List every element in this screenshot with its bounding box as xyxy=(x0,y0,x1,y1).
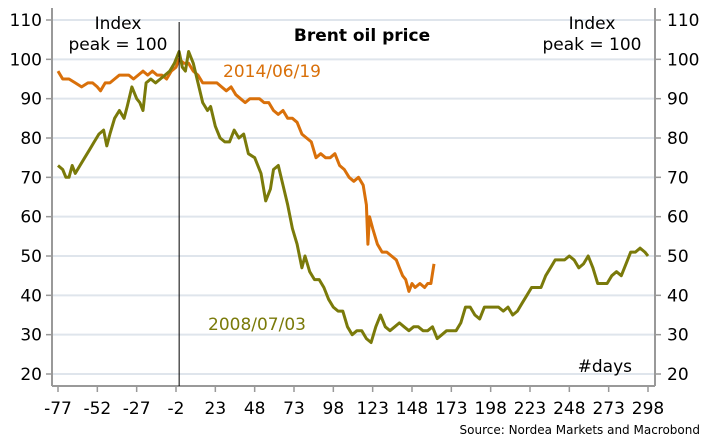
x-tick-label: -2 xyxy=(168,399,185,419)
left-axis-label: Index peak = 100 xyxy=(68,14,167,55)
y-tick-label-right: 70 xyxy=(667,168,689,188)
y-tick-label-left: 60 xyxy=(20,208,42,228)
x-tick-label: 73 xyxy=(283,399,305,419)
axis-label-line: peak = 100 xyxy=(68,35,167,55)
y-tick-label-right: 80 xyxy=(667,129,689,149)
x-tick-label: 298 xyxy=(632,399,664,419)
y-tick-label-left: 110 xyxy=(10,11,42,31)
x-tick-label: -77 xyxy=(44,399,72,419)
y-tick-label-right: 30 xyxy=(667,326,689,346)
x-tick-label: 173 xyxy=(435,399,467,419)
x-tick-label: 48 xyxy=(244,399,266,419)
chart-title: Brent oil price xyxy=(294,26,430,46)
right-axis-label: Index peak = 100 xyxy=(542,14,641,55)
axis-label-line: peak = 100 xyxy=(542,35,641,55)
axis-label-line: Index xyxy=(569,14,616,34)
series-line-2014-06-19 xyxy=(56,57,436,293)
x-tick-label: 198 xyxy=(474,399,506,419)
x-tick-label: 23 xyxy=(205,399,227,419)
x-axis-label: #days xyxy=(578,357,633,377)
y-tick-label-right: 110 xyxy=(667,11,699,31)
x-tick-label: 123 xyxy=(356,399,388,419)
x-tick-label: 248 xyxy=(553,399,585,419)
y-tick-label-left: 100 xyxy=(10,50,42,70)
x-tick-label: -52 xyxy=(83,399,111,419)
x-tick-label: 223 xyxy=(514,399,546,419)
y-tick-label-left: 40 xyxy=(20,286,42,306)
y-tick-label-left: 70 xyxy=(20,168,42,188)
series-line-2008-07-03 xyxy=(57,50,650,344)
y-tick-label-right: 50 xyxy=(667,247,689,267)
y-tick-label-left: 90 xyxy=(20,90,42,110)
y-tick-label-right: 90 xyxy=(667,90,689,110)
x-tick-label: -27 xyxy=(123,399,151,419)
series-label-2014: 2014/06/19 xyxy=(223,62,321,82)
y-tick-label-left: 20 xyxy=(20,365,42,385)
x-tick-label: 98 xyxy=(323,399,345,419)
y-tick-label-left: 50 xyxy=(20,247,42,267)
y-tick-label-left: 30 xyxy=(20,326,42,346)
y-tick-label-left: 80 xyxy=(20,129,42,149)
y-tick-label-right: 60 xyxy=(667,208,689,228)
y-tick-label-right: 100 xyxy=(667,50,699,70)
source-note: Source: Nordea Markets and Macrobond xyxy=(460,423,701,437)
series-label-2008: 2008/07/03 xyxy=(208,315,306,335)
x-tick-label: 148 xyxy=(396,399,428,419)
axis-label-line: Index xyxy=(95,14,142,34)
y-tick-label-right: 40 xyxy=(667,286,689,306)
y-tick-label-right: 20 xyxy=(667,365,689,385)
x-tick-label: 273 xyxy=(592,399,624,419)
